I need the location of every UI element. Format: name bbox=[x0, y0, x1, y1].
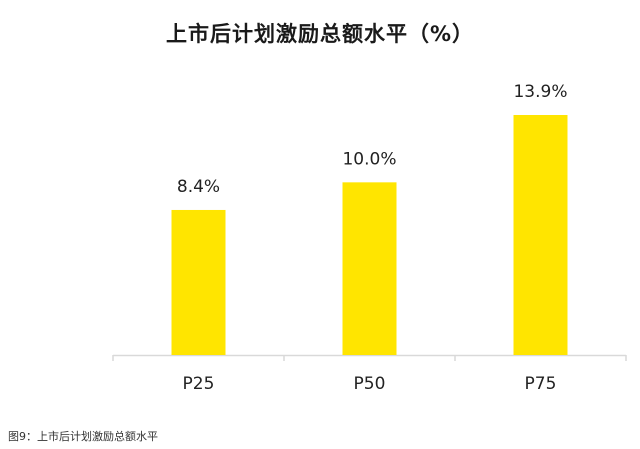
bar-p75 bbox=[513, 115, 568, 355]
data-label-p75: 13.9% bbox=[513, 82, 567, 102]
x-tick-label-p50: P50 bbox=[354, 374, 386, 394]
x-tick-label-p25: P25 bbox=[183, 374, 215, 394]
figure-caption: 图9：上市后计划激励总额水平 bbox=[8, 430, 158, 443]
bar-p50 bbox=[342, 182, 397, 355]
data-label-p50: 10.0% bbox=[342, 149, 396, 169]
chart-title: 上市后计划激励总额水平（%） bbox=[165, 22, 475, 46]
x-tick-label-p75: P75 bbox=[525, 374, 557, 394]
data-label-p25: 8.4% bbox=[177, 177, 220, 197]
bar-p25 bbox=[171, 209, 226, 355]
